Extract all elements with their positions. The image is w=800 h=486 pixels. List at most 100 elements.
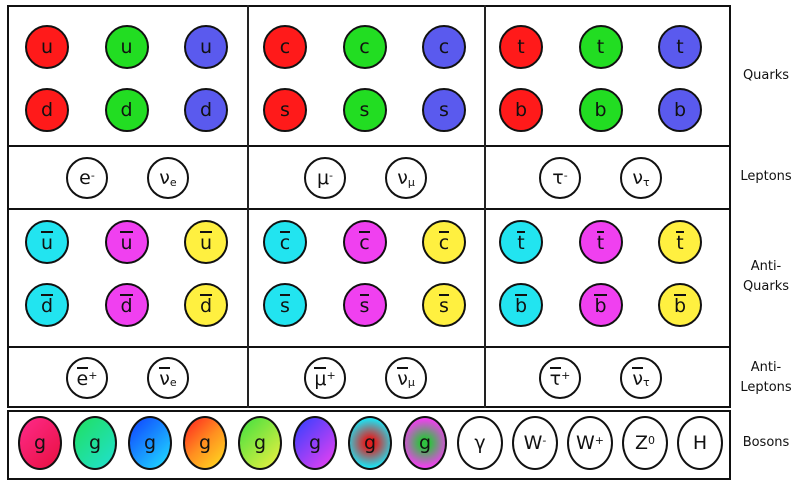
antiquark-s: s <box>422 283 466 327</box>
gluon: g <box>183 416 227 470</box>
label-bosons: Bosons <box>742 435 790 450</box>
gluon: g <box>293 416 337 470</box>
boson: W- <box>512 416 558 470</box>
subscript: μ <box>407 375 415 389</box>
gluon: g <box>348 416 392 470</box>
particle-symbol: s <box>439 294 449 317</box>
quark-s: s <box>263 88 307 132</box>
antiquark-t: t <box>658 220 702 264</box>
label-quarks: Quarks <box>742 68 790 83</box>
superscript: - <box>90 168 95 182</box>
antilepton: e + <box>66 357 108 399</box>
quark-u: u <box>104 25 149 69</box>
particle-symbol: ν <box>632 166 643 189</box>
particle-symbol: c <box>279 35 291 58</box>
quark-u: u <box>25 25 69 69</box>
gluon: g <box>18 416 62 470</box>
particle-symbol: g <box>253 431 267 454</box>
particle-symbol: H <box>692 431 708 454</box>
particle-symbol: s <box>280 294 290 317</box>
superscript: + <box>88 368 98 382</box>
antiquark-t: t <box>578 220 623 264</box>
subscript: μ <box>407 175 415 189</box>
particle-symbol: ν <box>632 367 643 390</box>
particle-symbol: t <box>676 35 684 58</box>
boson: H <box>677 416 723 470</box>
antiquark-u: u <box>25 220 69 264</box>
subscript: e <box>169 175 177 189</box>
particle-symbol: g <box>33 431 47 454</box>
quark-b: b <box>578 88 623 132</box>
particle-symbol: d <box>120 294 133 317</box>
quark-t: t <box>658 25 702 69</box>
antiquark-c: c <box>342 220 387 264</box>
particle-symbol: u <box>199 35 213 58</box>
antiquark-b: b <box>578 283 623 327</box>
particle-symbol: d <box>40 294 54 317</box>
particle-symbol: u <box>120 35 133 58</box>
particle-symbol: t <box>596 231 605 254</box>
particle-symbol: c <box>359 231 370 254</box>
particle-symbol: d <box>199 98 213 121</box>
particle-symbol: ν <box>159 166 170 189</box>
particle-symbol: c <box>359 35 370 58</box>
quark-c: c <box>263 25 307 69</box>
particle-symbol: b <box>673 294 687 317</box>
quark-b: b <box>658 88 702 132</box>
particle-symbol: ν <box>397 166 408 189</box>
label-antiquarks: Anti- Quarks <box>742 259 790 294</box>
quark-d: d <box>25 88 69 132</box>
label-leptons: Leptons <box>740 169 792 184</box>
antiquark-t: t <box>499 220 543 264</box>
gluon: g <box>73 416 117 470</box>
quark-c: c <box>422 25 466 69</box>
subscript: τ <box>643 175 650 189</box>
particle-symbol: τ <box>552 166 564 189</box>
subscript: τ <box>643 375 650 389</box>
particle-symbol: c <box>438 231 450 254</box>
particle-symbol: e <box>76 367 89 390</box>
boson-row-box <box>7 410 731 480</box>
particle-symbol: μ <box>314 367 327 390</box>
lepton: μ- <box>304 157 346 199</box>
particle-symbol: t <box>517 231 525 254</box>
particle-symbol: b <box>594 98 607 121</box>
particle-symbol: s <box>359 98 370 121</box>
quark-b: b <box>499 88 543 132</box>
particle-symbol: ν <box>397 367 408 390</box>
superscript: - <box>542 433 547 447</box>
particle-symbol: g <box>308 431 322 454</box>
particle-symbol: s <box>280 98 290 121</box>
antiquark-u: u <box>104 220 149 264</box>
particle-symbol: c <box>279 231 291 254</box>
antiquark-s: s <box>342 283 387 327</box>
particle-symbol: g <box>143 431 157 454</box>
superscript: - <box>563 168 568 182</box>
divider <box>7 145 731 147</box>
divider <box>7 346 731 348</box>
quark-s: s <box>422 88 466 132</box>
particle-symbol: ν <box>159 367 170 390</box>
subscript: e <box>169 375 177 389</box>
antiquark-d: d <box>104 283 149 327</box>
quark-t: t <box>578 25 623 69</box>
particle-symbol: b <box>514 98 528 121</box>
particle-symbol: d <box>40 98 54 121</box>
boson: γ <box>457 416 503 470</box>
particle-symbol: t <box>676 231 684 254</box>
particle-symbol: d <box>199 294 213 317</box>
superscript: + <box>561 368 571 382</box>
particle-symbol: t <box>596 35 605 58</box>
particle-symbol: b <box>594 294 607 317</box>
particle-symbol: u <box>40 231 54 254</box>
particle-symbol: t <box>517 35 525 58</box>
quark-d: d <box>104 88 149 132</box>
particle-symbol: W <box>523 431 543 454</box>
superscript: + <box>594 433 604 447</box>
